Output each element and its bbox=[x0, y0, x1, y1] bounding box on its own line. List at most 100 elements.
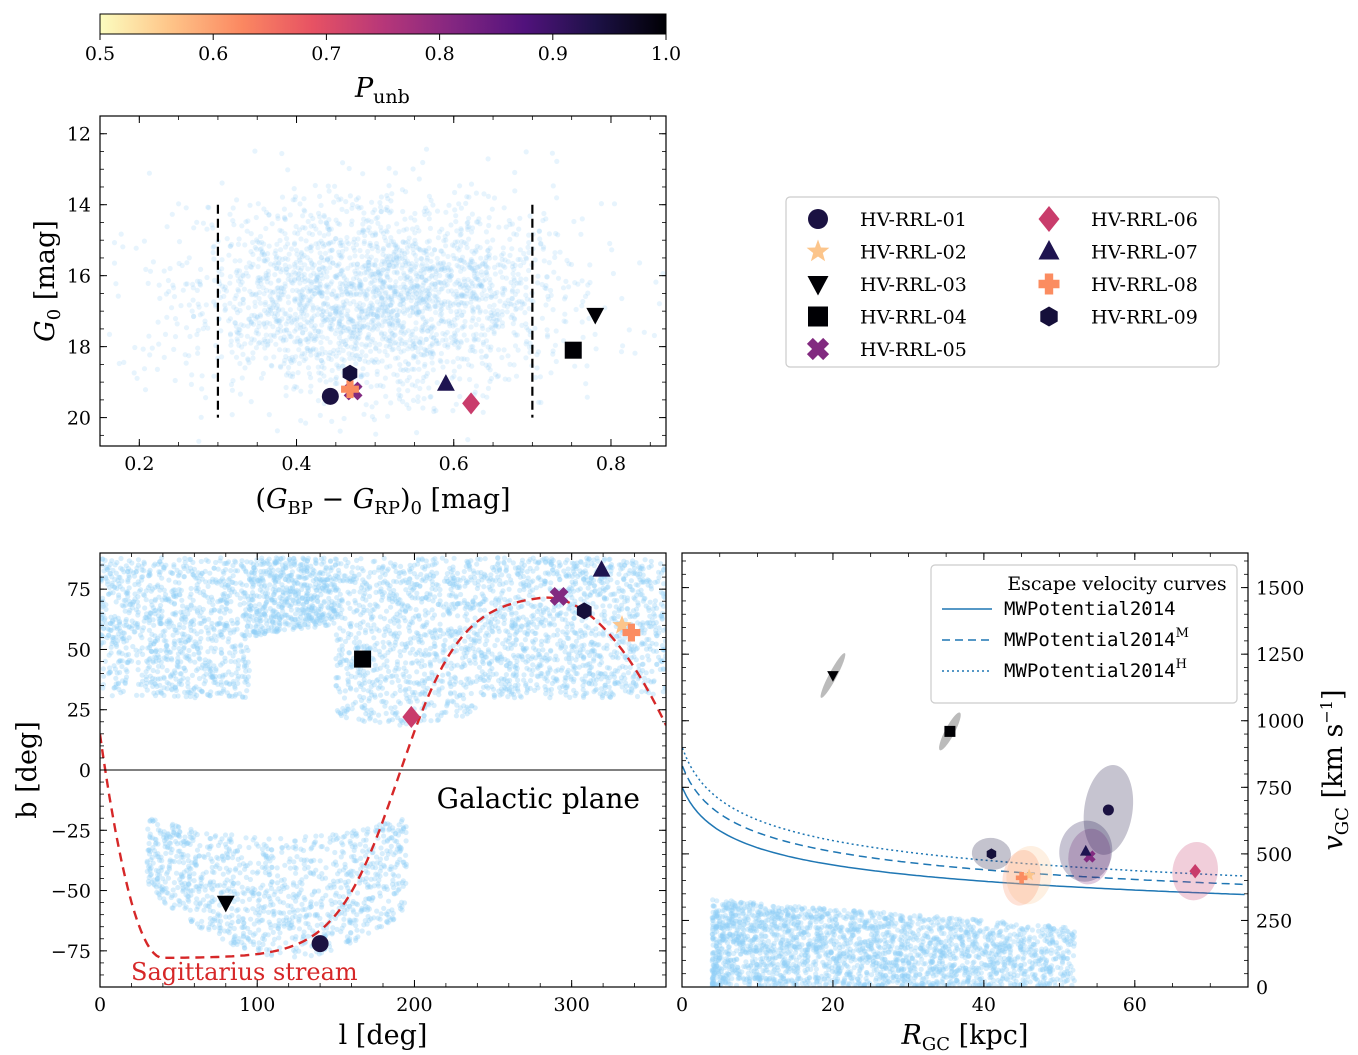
cmd-background-star bbox=[219, 354, 225, 360]
cmd-background-star bbox=[424, 305, 430, 311]
cmd-background-star bbox=[443, 278, 449, 284]
cmd-background-star bbox=[385, 318, 391, 324]
cmd-background-star bbox=[424, 370, 430, 376]
cmd-background-star bbox=[500, 285, 506, 291]
cmd-background-star bbox=[511, 315, 517, 321]
cmd-background-star bbox=[651, 332, 658, 339]
cmd-background-star bbox=[301, 357, 307, 364]
cmd-background-star bbox=[388, 296, 394, 302]
cmd-background-star bbox=[433, 298, 439, 304]
cmd-background-star bbox=[333, 374, 339, 380]
cmd-background-star bbox=[450, 408, 456, 414]
cmd-background-star bbox=[584, 363, 590, 369]
cmd-background-star bbox=[300, 330, 306, 336]
cmd-background-star bbox=[398, 367, 404, 373]
cmd-background-star bbox=[256, 284, 262, 290]
cmd-background-star bbox=[257, 313, 264, 319]
sky-background-star bbox=[135, 659, 141, 666]
cmd-background-star bbox=[485, 253, 491, 259]
cmd-background-star bbox=[408, 285, 414, 291]
cmd-background-star bbox=[469, 248, 475, 254]
cmd-background-star bbox=[274, 428, 280, 434]
cmd-background-star bbox=[267, 293, 273, 299]
cmd-background-star bbox=[500, 245, 506, 251]
sky-background-star bbox=[569, 595, 575, 601]
cmd-background-star bbox=[394, 307, 400, 313]
cmd-background-star bbox=[442, 282, 448, 288]
cmd-background-star bbox=[289, 354, 295, 360]
cmd-background-star bbox=[511, 231, 517, 237]
cmd-background-star bbox=[463, 282, 469, 288]
sky-background-star bbox=[631, 569, 637, 575]
cmd-background-star bbox=[358, 204, 364, 211]
cmd-background-star bbox=[449, 242, 456, 248]
cmd-background-star bbox=[412, 289, 418, 295]
cmd-background-star bbox=[414, 309, 420, 315]
cmd-background-star bbox=[257, 247, 263, 253]
cmd-background-star bbox=[245, 323, 251, 329]
sky-background-star bbox=[465, 634, 471, 640]
cmd-background-star bbox=[346, 325, 352, 331]
cmd-background-star bbox=[358, 308, 364, 315]
cmd-background-star bbox=[324, 284, 330, 290]
cmd-background-star bbox=[468, 265, 475, 271]
cmd-background-star bbox=[504, 304, 510, 310]
cmd-background-star bbox=[363, 314, 369, 321]
sky-background-star bbox=[193, 667, 199, 674]
sky-background-star bbox=[337, 689, 343, 695]
cmd-background-star bbox=[438, 318, 444, 324]
cmd-background-star bbox=[157, 295, 163, 301]
cmd-background-star bbox=[523, 149, 529, 155]
cmd-point-hv-rrl-08 bbox=[341, 380, 359, 399]
cmd-background-star bbox=[491, 195, 498, 201]
cmd-background-star bbox=[364, 269, 370, 275]
cmd-background-star bbox=[543, 216, 549, 222]
cmd-background-star bbox=[385, 242, 391, 248]
cmd-background-star bbox=[432, 303, 438, 309]
sky-background-star bbox=[135, 667, 141, 673]
cmd-background-star bbox=[491, 316, 497, 322]
cmd-background-star bbox=[232, 295, 238, 302]
sky-background-star bbox=[539, 557, 545, 563]
cmd-background-star bbox=[248, 264, 254, 270]
cmd-background-star bbox=[390, 285, 396, 291]
cmd-background-star bbox=[268, 306, 274, 312]
sky-background-star bbox=[382, 703, 388, 709]
cmd-background-star bbox=[430, 335, 436, 341]
cmd-background-star bbox=[479, 354, 485, 360]
cmd-background-star bbox=[587, 279, 593, 286]
cmd-background-star bbox=[464, 356, 470, 362]
cmd-background-star bbox=[378, 208, 384, 215]
sky-background-star bbox=[354, 557, 360, 564]
x-tick-label: 0.2 bbox=[124, 453, 154, 475]
cmd-background-star bbox=[438, 359, 444, 365]
colorbar-label: Punb bbox=[354, 73, 410, 108]
cmd-background-star bbox=[509, 289, 515, 295]
cmd-background-star bbox=[421, 299, 427, 305]
cmd-background-star bbox=[190, 281, 196, 287]
sky-background-star bbox=[359, 565, 365, 572]
cmd-background-star bbox=[354, 261, 361, 267]
cmd-background-star bbox=[540, 217, 546, 224]
cmd-background-star bbox=[483, 296, 489, 302]
cmd-background-star bbox=[329, 247, 335, 253]
sky-background-star bbox=[417, 647, 423, 653]
cmd-background-star bbox=[300, 311, 306, 317]
cmd-background-star bbox=[261, 336, 267, 343]
cmd-background-star bbox=[307, 244, 313, 251]
cmd-background-star bbox=[336, 323, 342, 330]
cmd-background-star bbox=[528, 297, 534, 303]
cmd-background-star bbox=[389, 335, 395, 341]
cmd-background-star bbox=[246, 260, 252, 266]
cmd-background-star bbox=[538, 240, 544, 247]
cmd-background-star bbox=[351, 327, 357, 333]
cmd-background-star bbox=[450, 252, 456, 259]
sky-background-star bbox=[334, 708, 340, 714]
sky-background-star bbox=[445, 627, 451, 633]
cmd-background-star bbox=[541, 244, 547, 250]
cmd-background-star bbox=[462, 323, 468, 329]
cmd-background-star bbox=[423, 301, 429, 307]
cmd-background-star bbox=[297, 300, 303, 306]
cmd-background-star bbox=[373, 345, 379, 351]
cmd-background-star bbox=[469, 318, 475, 324]
